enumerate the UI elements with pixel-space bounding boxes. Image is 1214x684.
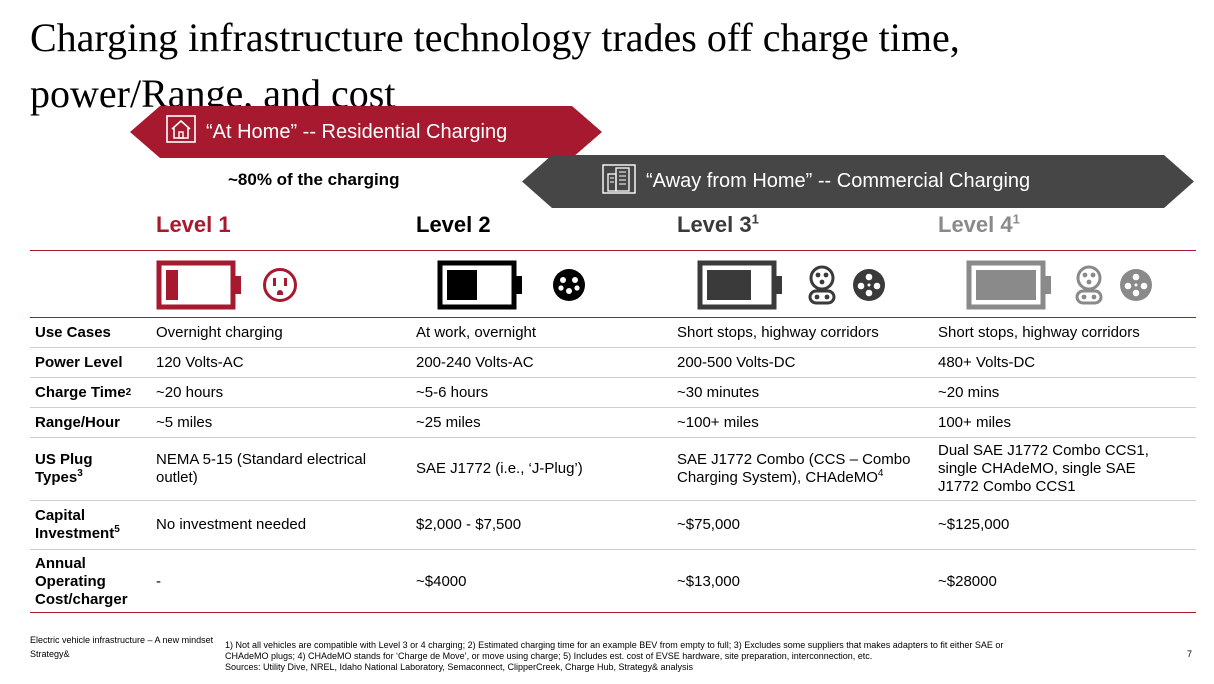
ccs-combo-plug-icon [1075,265,1103,305]
table-cell: 200-240 Volts-AC [416,353,534,371]
row-label-capital-investment: Capital Investment5 [35,507,120,542]
level-3-header: Level 31 [677,211,759,237]
chademo-plug-icon [853,269,885,301]
footer-doc-title: Electric vehicle infrastructure – A new … [30,635,214,645]
row-label-annual-operating-cost: Annual Operating Cost/charger [35,555,128,608]
row-divider [30,377,1196,378]
battery-low-icon [156,260,241,310]
table-cell: Short stops, highway corridors [938,323,1140,341]
table-cell: Dual SAE J1772 Combo CCS1, single CHAdeM… [938,442,1149,495]
footer-company: Strategy& [30,649,70,659]
table-cell: 100+ miles [938,413,1011,431]
level-2-icons [437,260,587,310]
row-divider [30,500,1196,501]
table-cell: SAE J1772 (i.e., ‘J-Plug’) [416,460,583,477]
row-divider [30,347,1196,348]
table-cell: No investment needed [156,516,307,533]
table-cell: ~25 miles [416,413,481,431]
level-4-header: Level 41 [938,211,1020,237]
table-cell: Overnight charging [156,323,283,341]
table-cell: ~5-6 hours [416,383,489,401]
header-divider [30,250,1196,251]
table-top-rule [30,317,1196,318]
footnotes: 1) Not all vehicles are compatible with … [225,640,1145,673]
level-4-icons [966,260,1154,310]
table-cell: ~5 miles [156,413,213,431]
table-cell: NEMA 5-15 (Standard electrical outlet) [156,451,367,486]
table-cell: 480+ Volts-DC [938,353,1036,371]
level-2-header: Level 2 [416,212,491,237]
row-label-range-hour: Range/Hour [35,413,121,431]
row-divider [30,407,1196,408]
table-cell: 200-500 Volts-DC [677,353,796,371]
row-label-charge-time: Charge Time 2 [35,383,132,401]
level-1-header: Level 1 [156,212,231,237]
row-label-us-plug-types: US Plug Types3 [35,451,93,486]
table-cell: 120 Volts-AC [156,353,244,371]
row-divider [30,549,1196,550]
table-cell: SAE J1772 Combo (CCS – Combo Charging Sy… [677,451,911,486]
table-cell: ~$13,000 [677,573,740,590]
footnote-sources: Sources: Utility Dive, NREL, Idaho Natio… [225,662,694,672]
battery-half-icon [437,260,522,310]
footnote-line: 1) Not all vehicles are compatible with … [225,640,1004,650]
table-cell: ~$75,000 [677,516,740,533]
footnote-line: CHAdeMO plugs; 4) CHAdeMO stands for ‘Ch… [225,651,873,661]
level-1-icons [156,260,298,310]
house-icon [166,115,196,149]
battery-high-icon [966,260,1051,310]
commercial-charging-banner: “Away from Home” -- Commercial Charging [522,155,1194,208]
commercial-charging-label: “Away from Home” -- Commercial Charging [646,170,1031,192]
row-label-power-level: Power Level [35,353,123,371]
slide-title: Charging infrastructure technology trade… [30,15,960,116]
charging-share-label: ~80% of the charging [228,170,400,189]
level-3-icons [697,260,887,310]
table-cell: ~$125,000 [938,516,1010,533]
residential-charging-banner: “At Home” -- Residential Charging [130,106,602,158]
table-cell: ~$28000 [938,573,997,590]
table-cell: ~20 mins [938,383,1000,401]
table-cell: At work, overnight [416,323,537,341]
footer-source: Electric vehicle infrastructure – A new … [30,633,213,661]
table-cell: ~30 minutes [677,383,760,401]
building-icon [602,164,636,200]
battery-three-quarter-icon [697,260,782,310]
table-cell: - [156,573,161,590]
table-cell: ~20 hours [156,383,224,401]
row-divider [30,437,1196,438]
page-number: 7 [1187,649,1193,659]
j1772-plug-icon [553,269,585,301]
table-cell: Short stops, highway corridors [677,323,879,341]
table-cell: ~100+ miles [677,413,759,431]
residential-charging-label: “At Home” -- Residential Charging [206,120,508,143]
level-headers: Level 1 Level 2 Level 31 Level 41 [0,212,1214,242]
chademo-plug-icon [1120,269,1152,301]
ccs-combo-plug-icon [808,265,836,305]
wall-outlet-icon [263,268,297,302]
table-cell: $2,000 - $7,500 [416,516,522,533]
table-bottom-rule [30,612,1196,613]
row-label-use-cases: Use Cases [35,323,111,341]
table-cell: ~$4000 [416,573,467,590]
